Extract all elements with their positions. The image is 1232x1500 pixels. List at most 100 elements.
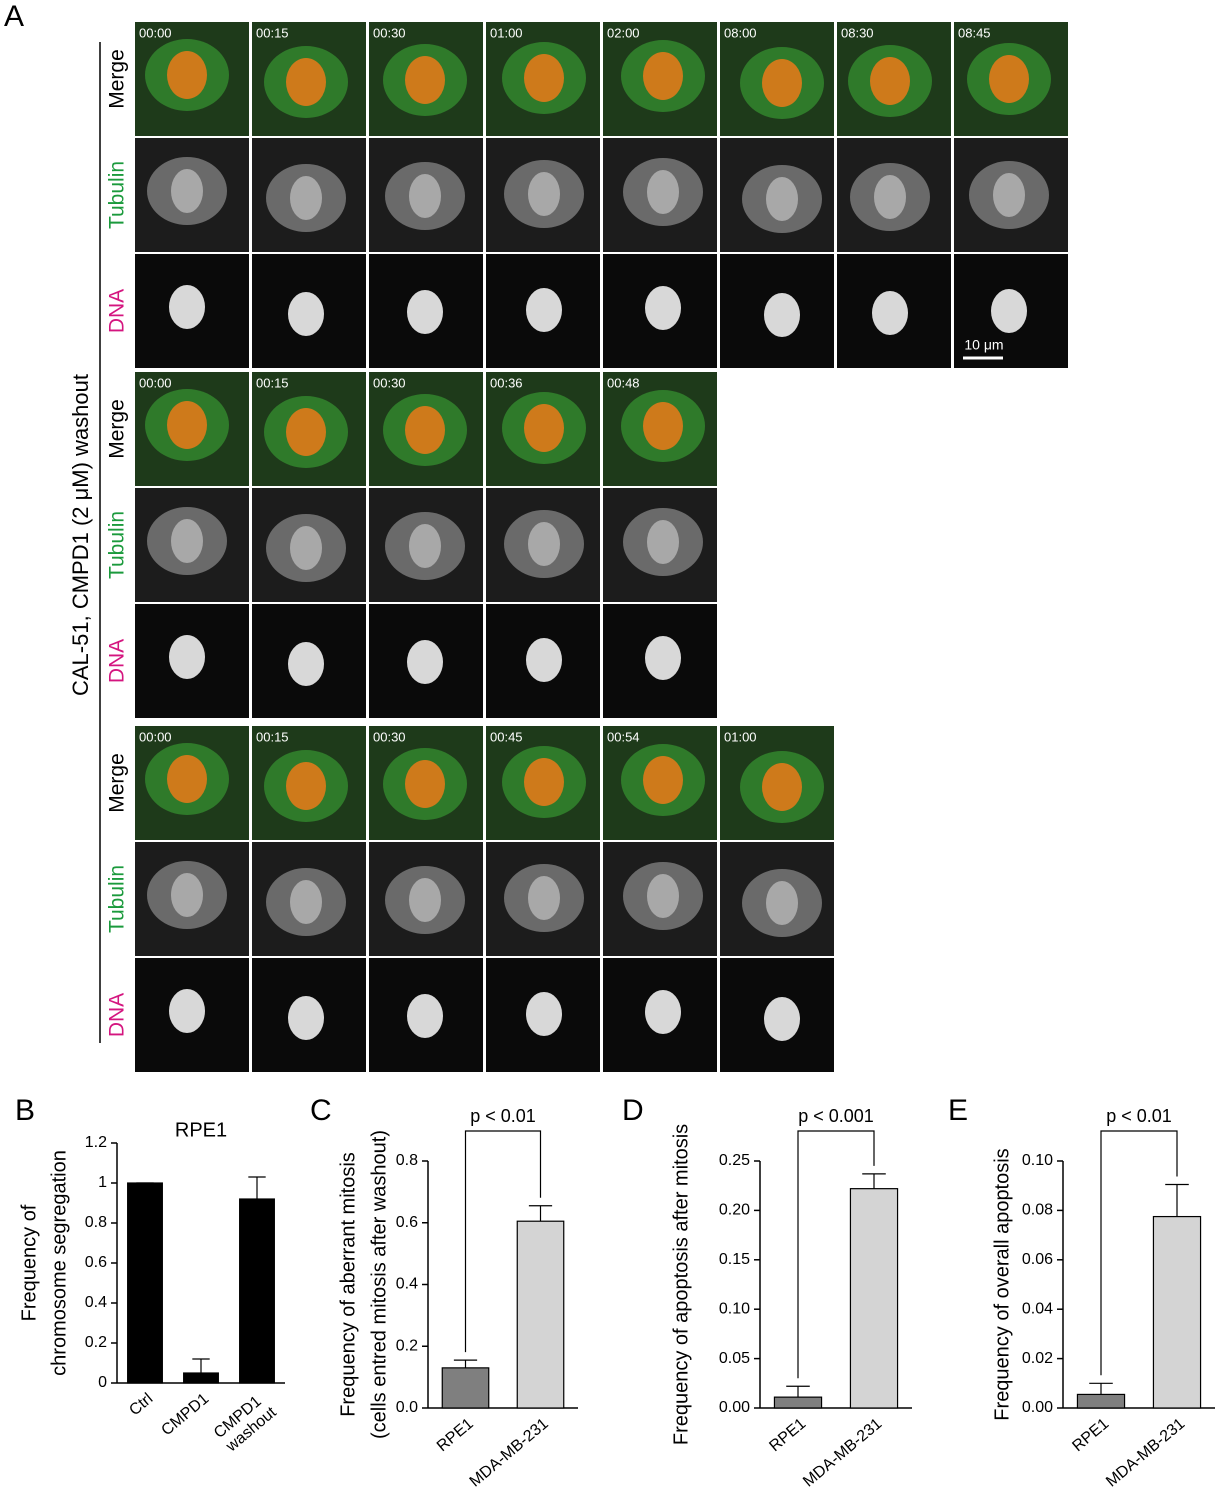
chromatin [524, 54, 564, 102]
x-tick-label: MDA-MB-231 [467, 1415, 552, 1490]
chromatin [286, 58, 326, 106]
chromatin [407, 290, 443, 334]
x-tick-label: RPE1 [766, 1415, 809, 1455]
chromatin [526, 992, 562, 1036]
chromatin [762, 59, 802, 107]
bar [183, 1372, 219, 1384]
y-tick-label: 0.05 [719, 1350, 750, 1367]
spindle [993, 173, 1025, 217]
y-axis-label: Frequency of aberrant mitosis [337, 1152, 359, 1417]
chromatin [407, 640, 443, 684]
y-tick-label: 0 [98, 1374, 107, 1391]
spindle [409, 524, 441, 568]
p-value: p < 0.01 [470, 1106, 536, 1126]
timestamp: 00:30 [373, 375, 406, 390]
timestamp: 00:54 [607, 729, 640, 744]
spindle [766, 881, 798, 925]
chromatin [405, 406, 445, 454]
bar [516, 1220, 565, 1409]
chromatin [764, 293, 800, 337]
chromatin [643, 402, 683, 450]
timestamp: 00:30 [373, 25, 406, 40]
channel-label: Merge [106, 399, 129, 459]
bar [1152, 1215, 1202, 1409]
timestamp: 00:15 [256, 729, 289, 744]
bar [127, 1182, 163, 1384]
chromatin [526, 288, 562, 332]
panel-letter: C [310, 1094, 332, 1127]
y-tick-label: 0.10 [1022, 1152, 1053, 1169]
timestamp: 08:30 [841, 25, 874, 40]
significance-bracket [797, 1130, 875, 1379]
x-tick-label: MDA-MB-231 [1103, 1415, 1188, 1490]
spindle [171, 169, 203, 213]
panel-letter: D [622, 1094, 644, 1127]
x-tick-label: CMPD1 [158, 1390, 212, 1439]
chromatin [526, 638, 562, 682]
spindle [290, 176, 322, 220]
chromatin [764, 997, 800, 1041]
chromatin [167, 51, 207, 99]
chart-title: RPE1 [175, 1119, 227, 1141]
scale-bar-label: 10 μm [964, 337, 1003, 353]
spindle [766, 177, 798, 221]
y-tick-label: 0.04 [1022, 1300, 1053, 1317]
spindle [528, 172, 560, 216]
timestamp: 00:00 [139, 375, 172, 390]
x-tick-label: RPE1 [1069, 1415, 1112, 1455]
y-tick-label: 1.2 [85, 1134, 107, 1151]
x-tick-label: CMPD1 washout [211, 1390, 280, 1456]
spindle [171, 519, 203, 563]
channel-label: DNA [106, 993, 129, 1037]
chromatin [762, 763, 802, 811]
y-tick-label: 0.6 [396, 1214, 418, 1231]
spindle [409, 878, 441, 922]
y-axis-label: Frequency of overall apoptosis [991, 1148, 1013, 1420]
p-value: p < 0.01 [1106, 1106, 1172, 1126]
x-tick-label: RPE1 [434, 1415, 477, 1455]
chromatin [286, 408, 326, 456]
chromatin [169, 285, 205, 329]
timestamp: 00:48 [607, 375, 640, 390]
spindle [647, 874, 679, 918]
chromatin [167, 755, 207, 803]
chromatin [288, 292, 324, 336]
y-tick-label: 0.4 [85, 1294, 107, 1311]
chromatin [991, 289, 1027, 333]
bar [441, 1367, 490, 1409]
spindle [171, 873, 203, 917]
chromatin [643, 52, 683, 100]
spindle [528, 876, 560, 920]
chromatin [645, 286, 681, 330]
y-tick-label: 0.08 [1022, 1202, 1053, 1219]
x-tick-label: Ctrl [126, 1390, 156, 1419]
y-tick-label: 0.2 [85, 1334, 107, 1351]
bar [773, 1396, 823, 1409]
channel-label: DNA [106, 289, 129, 333]
timestamp: 00:36 [490, 375, 523, 390]
timestamp: 00:15 [256, 375, 289, 390]
timestamp: 08:45 [958, 25, 991, 40]
y-tick-label: 0.25 [719, 1152, 750, 1169]
timestamp: 01:00 [724, 729, 757, 744]
y-tick-label: 0.02 [1022, 1350, 1053, 1367]
y-tick-label: 0.6 [85, 1254, 107, 1271]
channel-label: Merge [106, 49, 129, 109]
significance-bracket [464, 1130, 542, 1353]
spindle [290, 526, 322, 570]
y-tick-label: 0.10 [719, 1300, 750, 1317]
x-tick-label: MDA-MB-231 [800, 1415, 885, 1490]
chromatin [989, 55, 1029, 103]
p-value: p < 0.001 [798, 1106, 874, 1126]
timestamp: 00:00 [139, 25, 172, 40]
y-axis-label: Frequency of [18, 1204, 40, 1321]
y-tick-label: 0.4 [396, 1276, 418, 1293]
chromatin [169, 635, 205, 679]
panel-letter: A [4, 0, 24, 33]
y-tick-label: 0.8 [396, 1152, 418, 1169]
y-tick-label: 0.15 [719, 1251, 750, 1268]
side-label: CAL-51, CMPD1 (2 μM) washout [68, 374, 93, 696]
spindle [409, 174, 441, 218]
